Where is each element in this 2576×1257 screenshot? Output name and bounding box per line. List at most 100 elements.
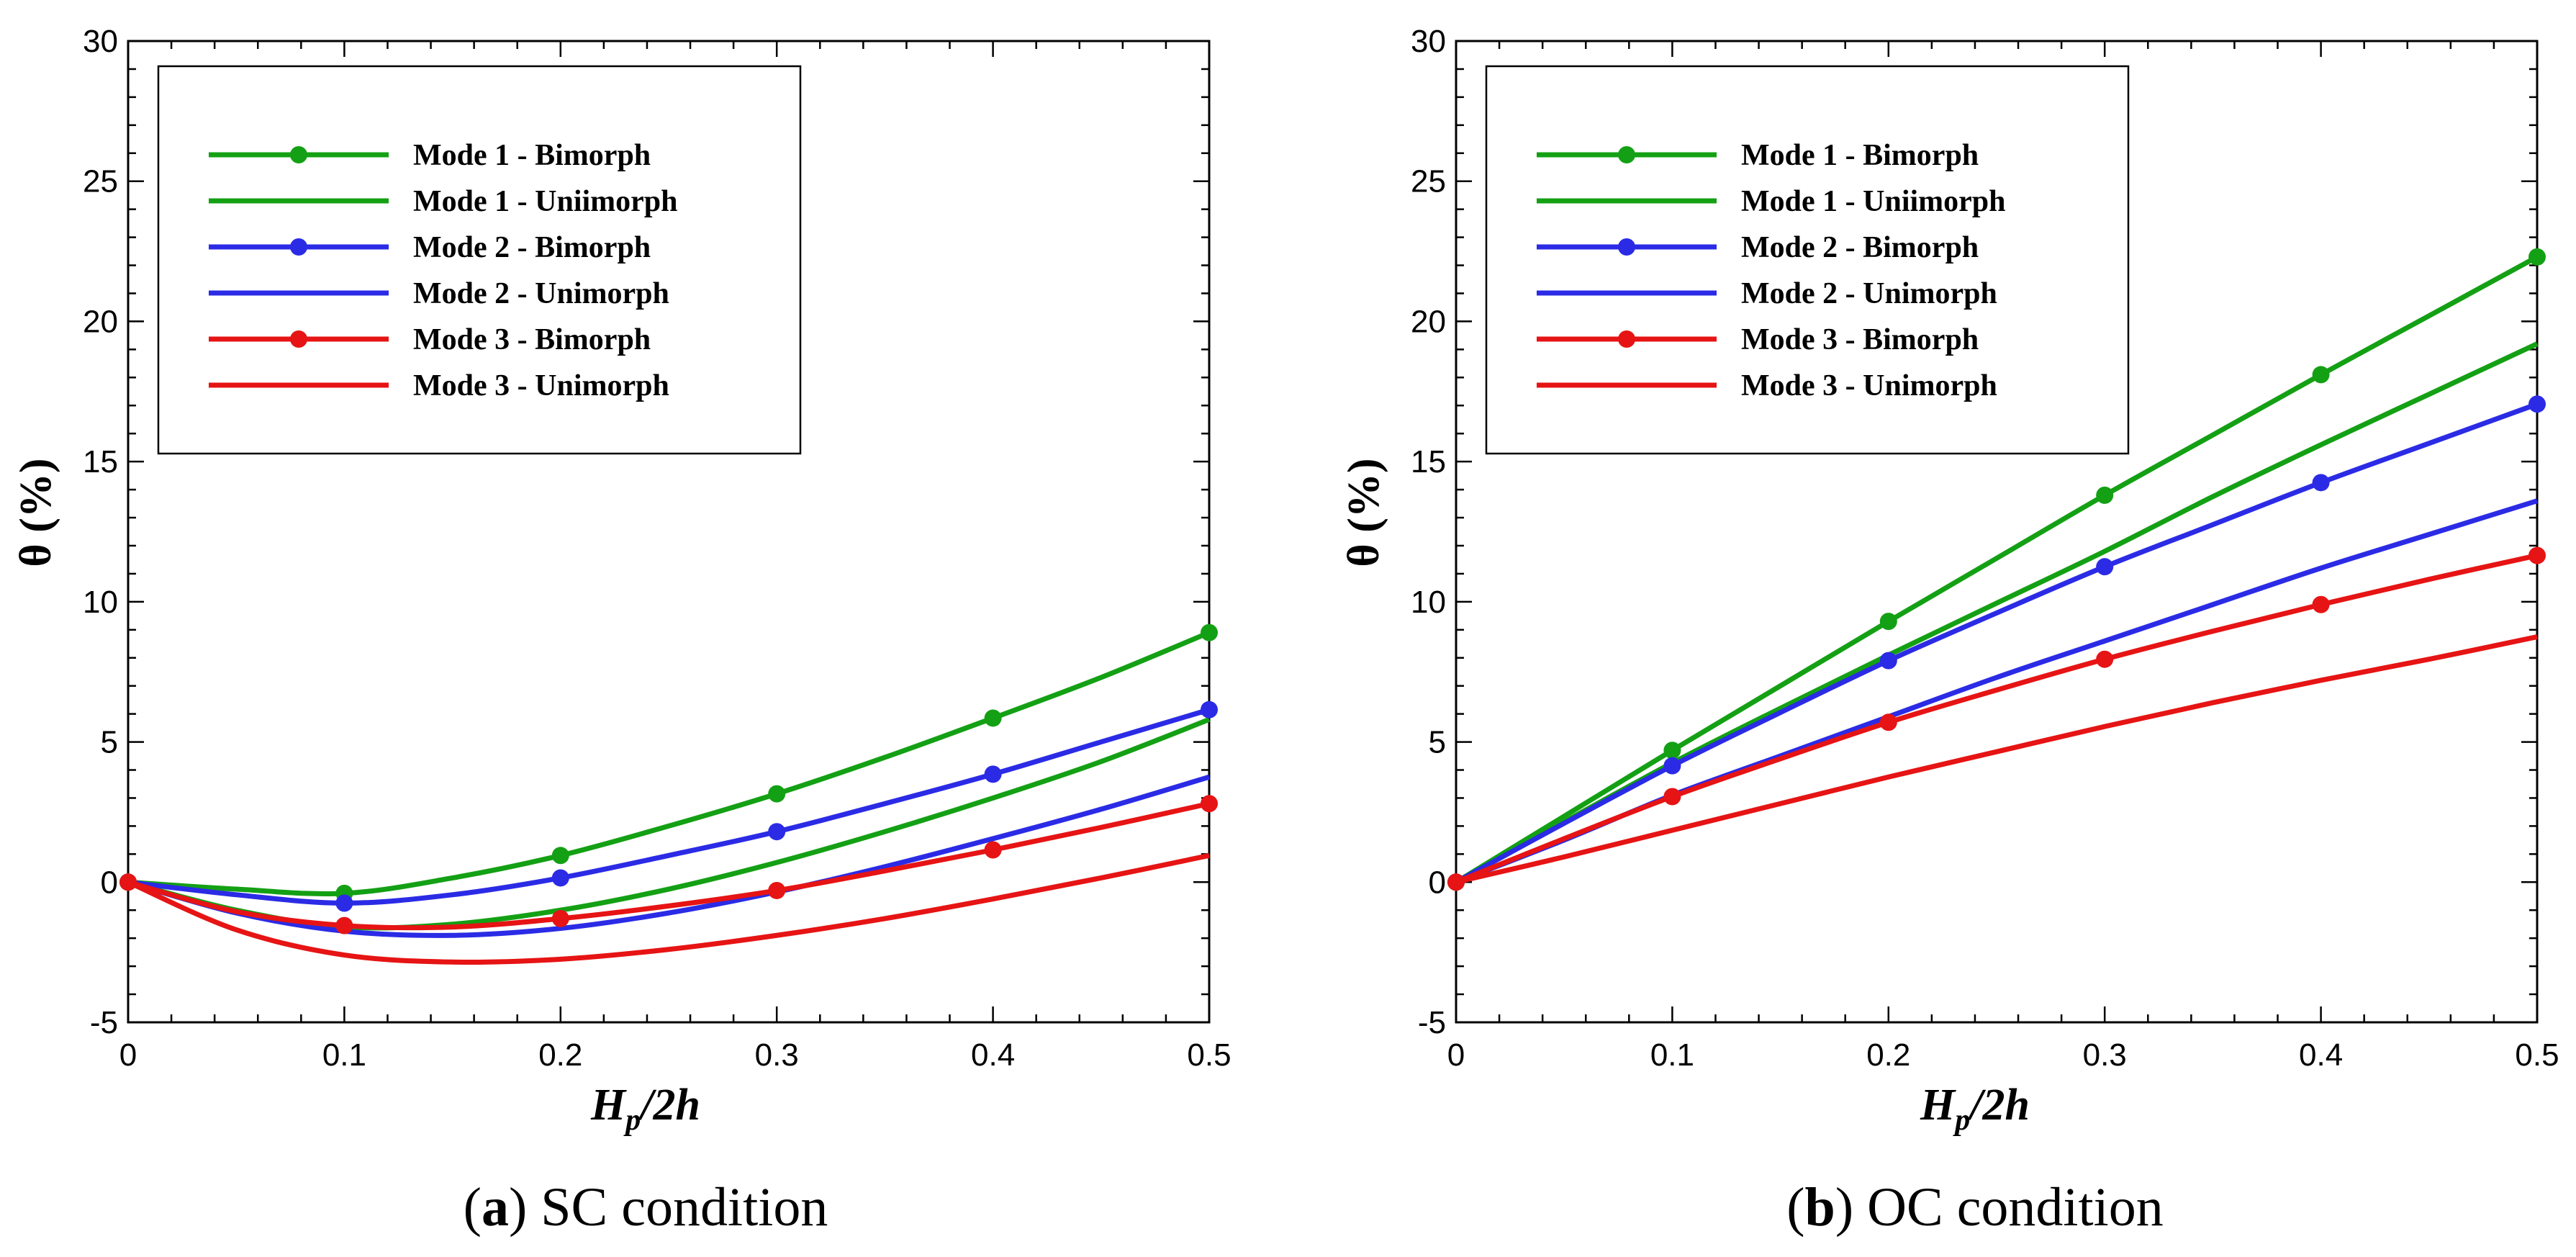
panel-a-y-tick-label: 5 xyxy=(101,725,118,760)
panel-b-legend-marker xyxy=(1618,330,1635,348)
panel-a-series-line-mode-1-bimorph xyxy=(127,630,1211,897)
panel-a-y-tick-label: 15 xyxy=(83,444,118,479)
panel-b-x-tick-label: 0.2 xyxy=(1866,1037,1910,1073)
panel-b-legend-label: Mode 2 - Bimorph xyxy=(1741,231,1979,264)
panel-b-series xyxy=(1447,248,2546,891)
panel-b-y-tick-label: 15 xyxy=(1411,444,1446,479)
panel-a-data-point-mode-1-bimorph xyxy=(551,847,569,865)
panel-b-data-point-mode-2-bimorph xyxy=(1663,757,1681,775)
panel-a-data-point-mode-2-bimorph xyxy=(984,765,1002,783)
panel-a-x-tick-label: 0.2 xyxy=(538,1037,582,1073)
panel-a-y-tick-label: 0 xyxy=(101,865,118,900)
panel-b-data-point-mode-2-bimorph xyxy=(2312,474,2330,492)
panel-a-data-point-mode-3-bimorph xyxy=(1201,795,1218,813)
panel-a-x-tick-label: 0.1 xyxy=(322,1037,366,1073)
panel-b-series-line-mode-2-bimorph xyxy=(1455,402,2539,885)
panel-b-data-point-mode-2-bimorph xyxy=(2096,558,2114,576)
panel-a-legend-box xyxy=(157,65,802,455)
panel-b-legend-label: Mode 1 - Bimorph xyxy=(1741,139,1979,172)
panel-b-x-tick-label: 0.1 xyxy=(1650,1037,1694,1073)
panel-a-series-line-mode-2-unimorph xyxy=(127,774,1210,938)
panel-b-data-point-mode-1-bimorph xyxy=(2528,248,2546,266)
panel-a-legend-label: Mode 1 - Uniimorph xyxy=(413,185,678,218)
panel-a-data-point-mode-3-bimorph xyxy=(335,916,353,934)
panel-a-y-tick-label: 20 xyxy=(83,304,118,339)
panel-b-data-point-mode-3-bimorph xyxy=(2528,546,2546,564)
panel-b-x-tick-label: 0.3 xyxy=(2083,1037,2127,1073)
panel-a-data-point-mode-3-bimorph xyxy=(551,909,569,927)
panel-b-legend-box xyxy=(1485,65,2130,455)
panel-a-series-line-mode-3-unimorph xyxy=(127,852,1210,965)
panel-b-x-tick-label: 0.4 xyxy=(2299,1037,2343,1073)
panel-b-origin-point xyxy=(1447,873,1465,891)
panel-b-series-line-mode-3-unimorph xyxy=(1455,634,2538,885)
panel-b-y-tick-label: 25 xyxy=(1411,164,1446,199)
panel-a-data-point-mode-2-bimorph xyxy=(335,894,353,912)
panel-a-y-axis-label: θ (%) xyxy=(12,458,60,567)
panel-b-legend-label: Mode 1 - Uniimorph xyxy=(1741,185,2006,218)
panel-a-legend-label: Mode 3 - Unimorph xyxy=(413,369,669,402)
panel-a-frame xyxy=(127,40,1211,1024)
panel-a-data-point-mode-1-bimorph xyxy=(768,785,786,803)
panel-b-data-point-mode-3-bimorph xyxy=(1663,788,1681,806)
panel-b-y-axis-label: θ (%) xyxy=(1339,458,1388,567)
panel-a-data-point-mode-2-bimorph xyxy=(551,869,569,887)
panel-a-caption: (a) SC condition xyxy=(464,1177,828,1238)
panel-b-data-point-mode-1-bimorph xyxy=(2096,486,2114,504)
panel-b-data-point-mode-1-bimorph xyxy=(1663,742,1681,760)
panel-a-legend-label: Mode 3 - Bimorph xyxy=(413,323,651,356)
panel-a-x-tick-label: 0 xyxy=(119,1037,137,1073)
panel-a-legend-marker xyxy=(290,238,307,256)
panel-b-legend-marker xyxy=(1618,146,1635,163)
panel-b-data-point-mode-1-bimorph xyxy=(1879,613,1897,631)
panel-b-data-point-mode-1-bimorph xyxy=(2312,366,2330,384)
panel-a-y-tick-label: 10 xyxy=(83,585,118,620)
panel-b-x-axis-label: Hp/2h xyxy=(1920,1081,2030,1137)
panel-b-caption-letter: b xyxy=(1805,1177,1835,1238)
panel-a-x-tick-label: 0.4 xyxy=(971,1037,1015,1073)
panel-a-caption-text: SC condition xyxy=(527,1177,828,1238)
panel-a-y-tick-label: 30 xyxy=(83,24,118,59)
panel-b-legend-label: Mode 3 - Bimorph xyxy=(1741,323,1979,356)
panel-a-legend-marker xyxy=(290,146,307,163)
panel-a-legend-label: Mode 2 - Bimorph xyxy=(413,231,651,264)
panel-a-y-tick-label: 25 xyxy=(83,164,118,199)
panel-b-series-line-mode-1-bimorph xyxy=(1455,254,2539,885)
panel-b-data-point-mode-2-bimorph xyxy=(1879,652,1897,670)
panel-b-y-tick-label: 20 xyxy=(1411,304,1446,339)
panel-b-frame xyxy=(1455,40,2539,1024)
panel-b-caption-text: OC condition xyxy=(1853,1177,2164,1238)
panel-b-y-tick-label: 0 xyxy=(1429,865,1446,900)
panel-a-legend-label: Mode 2 - Unimorph xyxy=(413,277,669,310)
panel-b-caption: (b) OC condition xyxy=(1786,1177,2164,1238)
panel-b-legend-label: Mode 3 - Unimorph xyxy=(1741,369,1997,402)
panel-a-legend-label: Mode 1 - Bimorph xyxy=(413,139,651,172)
panel-b-x-tick-label: 0.5 xyxy=(2515,1037,2559,1073)
panel-b-legend-label: Mode 2 - Unimorph xyxy=(1741,277,1997,310)
panel-a-data-point-mode-2-bimorph xyxy=(768,823,786,841)
panel-b-data-point-mode-3-bimorph xyxy=(1879,713,1897,731)
panel-a-caption-letter: a xyxy=(482,1177,509,1238)
panel-b-data-point-mode-3-bimorph xyxy=(2312,595,2330,613)
panel-a-series xyxy=(119,623,1218,965)
panel-a-data-point-mode-3-bimorph xyxy=(768,881,786,899)
panel-a-data-point-mode-1-bimorph xyxy=(984,709,1002,727)
panel-a-data-point-mode-1-bimorph xyxy=(1201,623,1218,641)
panel-a-x-axis-label: Hp/2h xyxy=(590,1081,700,1137)
panel-b-y-tick-label: 30 xyxy=(1411,24,1446,59)
panel-b-data-point-mode-2-bimorph xyxy=(2528,395,2546,413)
panel-a-series-line-mode-3-bimorph xyxy=(127,801,1210,931)
panel-a-legend: Mode 1 - Bimorph Mode 1 - Uniimorph Mode 2… xyxy=(157,65,802,455)
panel-b-data-point-mode-3-bimorph xyxy=(2096,650,2114,668)
panel-a-y-tick-label: -5 xyxy=(90,1005,118,1040)
panel-b-y-tick-label: 10 xyxy=(1411,585,1446,620)
panel-b-y-tick-label: -5 xyxy=(1418,1005,1446,1040)
panel-b-legend: Mode 1 - Bimorph Mode 1 - Uniimorph Mode 2… xyxy=(1485,65,2130,455)
panel-b-y-tick-label: 5 xyxy=(1429,725,1446,760)
panel-b-x-tick-label: 0 xyxy=(1447,1037,1465,1073)
